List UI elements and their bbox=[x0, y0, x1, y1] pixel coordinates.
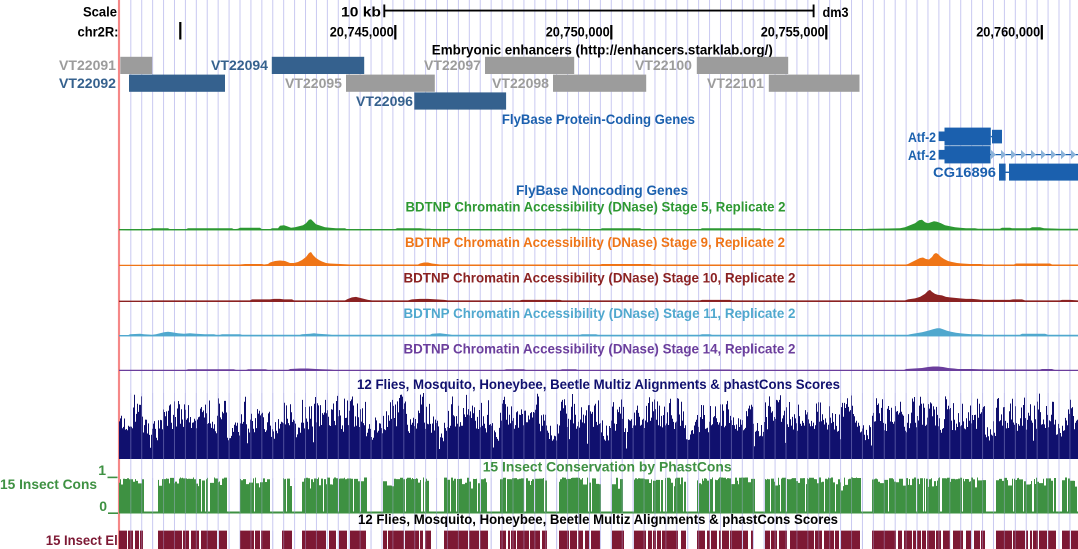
svg-text:VT22097: VT22097 bbox=[424, 57, 481, 73]
svg-text:VT22098: VT22098 bbox=[492, 75, 549, 91]
svg-text:VT22092: VT22092 bbox=[59, 75, 116, 91]
svg-text:15 Insect El: 15 Insect El bbox=[46, 532, 118, 548]
svg-text:BDTNP Chromatin Accessibility: BDTNP Chromatin Accessibility (DNase) St… bbox=[406, 199, 786, 215]
svg-text:12 Flies, Mosquito, Honeybee,: 12 Flies, Mosquito, Honeybee, Beetle Mul… bbox=[358, 511, 838, 527]
svg-text:BDTNP Chromatin Accessibility: BDTNP Chromatin Accessibility (DNase) St… bbox=[404, 340, 796, 356]
svg-text:CG16896: CG16896 bbox=[933, 164, 996, 180]
svg-text:15 Insect Cons: 15 Insect Cons bbox=[0, 476, 97, 492]
svg-text:VT22101: VT22101 bbox=[707, 75, 764, 91]
svg-text:Atf-2: Atf-2 bbox=[908, 129, 936, 145]
svg-text:BDTNP Chromatin Accessibility: BDTNP Chromatin Accessibility (DNase) St… bbox=[404, 270, 796, 286]
svg-text:VT22095: VT22095 bbox=[285, 75, 342, 91]
svg-text:10 kb: 10 kb bbox=[341, 4, 381, 20]
svg-text:Embryonic enhancers (http://en: Embryonic enhancers (http://enhancers.st… bbox=[432, 42, 773, 58]
svg-text:1: 1 bbox=[98, 462, 106, 478]
svg-text:VT22094: VT22094 bbox=[211, 57, 268, 73]
svg-text:20,760,000: 20,760,000 bbox=[976, 24, 1040, 40]
svg-text:VT22096: VT22096 bbox=[356, 93, 413, 109]
svg-text:20,750,000: 20,750,000 bbox=[546, 24, 610, 40]
svg-text:20,745,000: 20,745,000 bbox=[330, 24, 394, 40]
svg-text:dm3: dm3 bbox=[823, 4, 849, 20]
svg-text:0: 0 bbox=[99, 498, 107, 514]
svg-text:15 Insect Conservation by Phas: 15 Insect Conservation by PhastCons bbox=[483, 459, 732, 475]
svg-text:FlyBase Protein-Coding Genes: FlyBase Protein-Coding Genes bbox=[502, 111, 695, 127]
svg-text:chr2R:: chr2R: bbox=[78, 24, 119, 40]
svg-text:VT22091: VT22091 bbox=[59, 57, 116, 73]
svg-text:FlyBase Noncoding Genes: FlyBase Noncoding Genes bbox=[516, 182, 688, 198]
svg-text:BDTNP Chromatin Accessibility: BDTNP Chromatin Accessibility (DNase) St… bbox=[405, 234, 785, 250]
svg-text:BDTNP Chromatin Accessibility: BDTNP Chromatin Accessibility (DNase) St… bbox=[404, 305, 796, 321]
svg-text:Scale: Scale bbox=[83, 4, 117, 20]
svg-text:12 Flies, Mosquito, Honeybee,: 12 Flies, Mosquito, Honeybee, Beetle Mul… bbox=[357, 376, 840, 392]
svg-text:Atf-2: Atf-2 bbox=[908, 147, 936, 163]
svg-text:20,755,000: 20,755,000 bbox=[761, 24, 825, 40]
svg-text:VT22100: VT22100 bbox=[635, 57, 692, 73]
